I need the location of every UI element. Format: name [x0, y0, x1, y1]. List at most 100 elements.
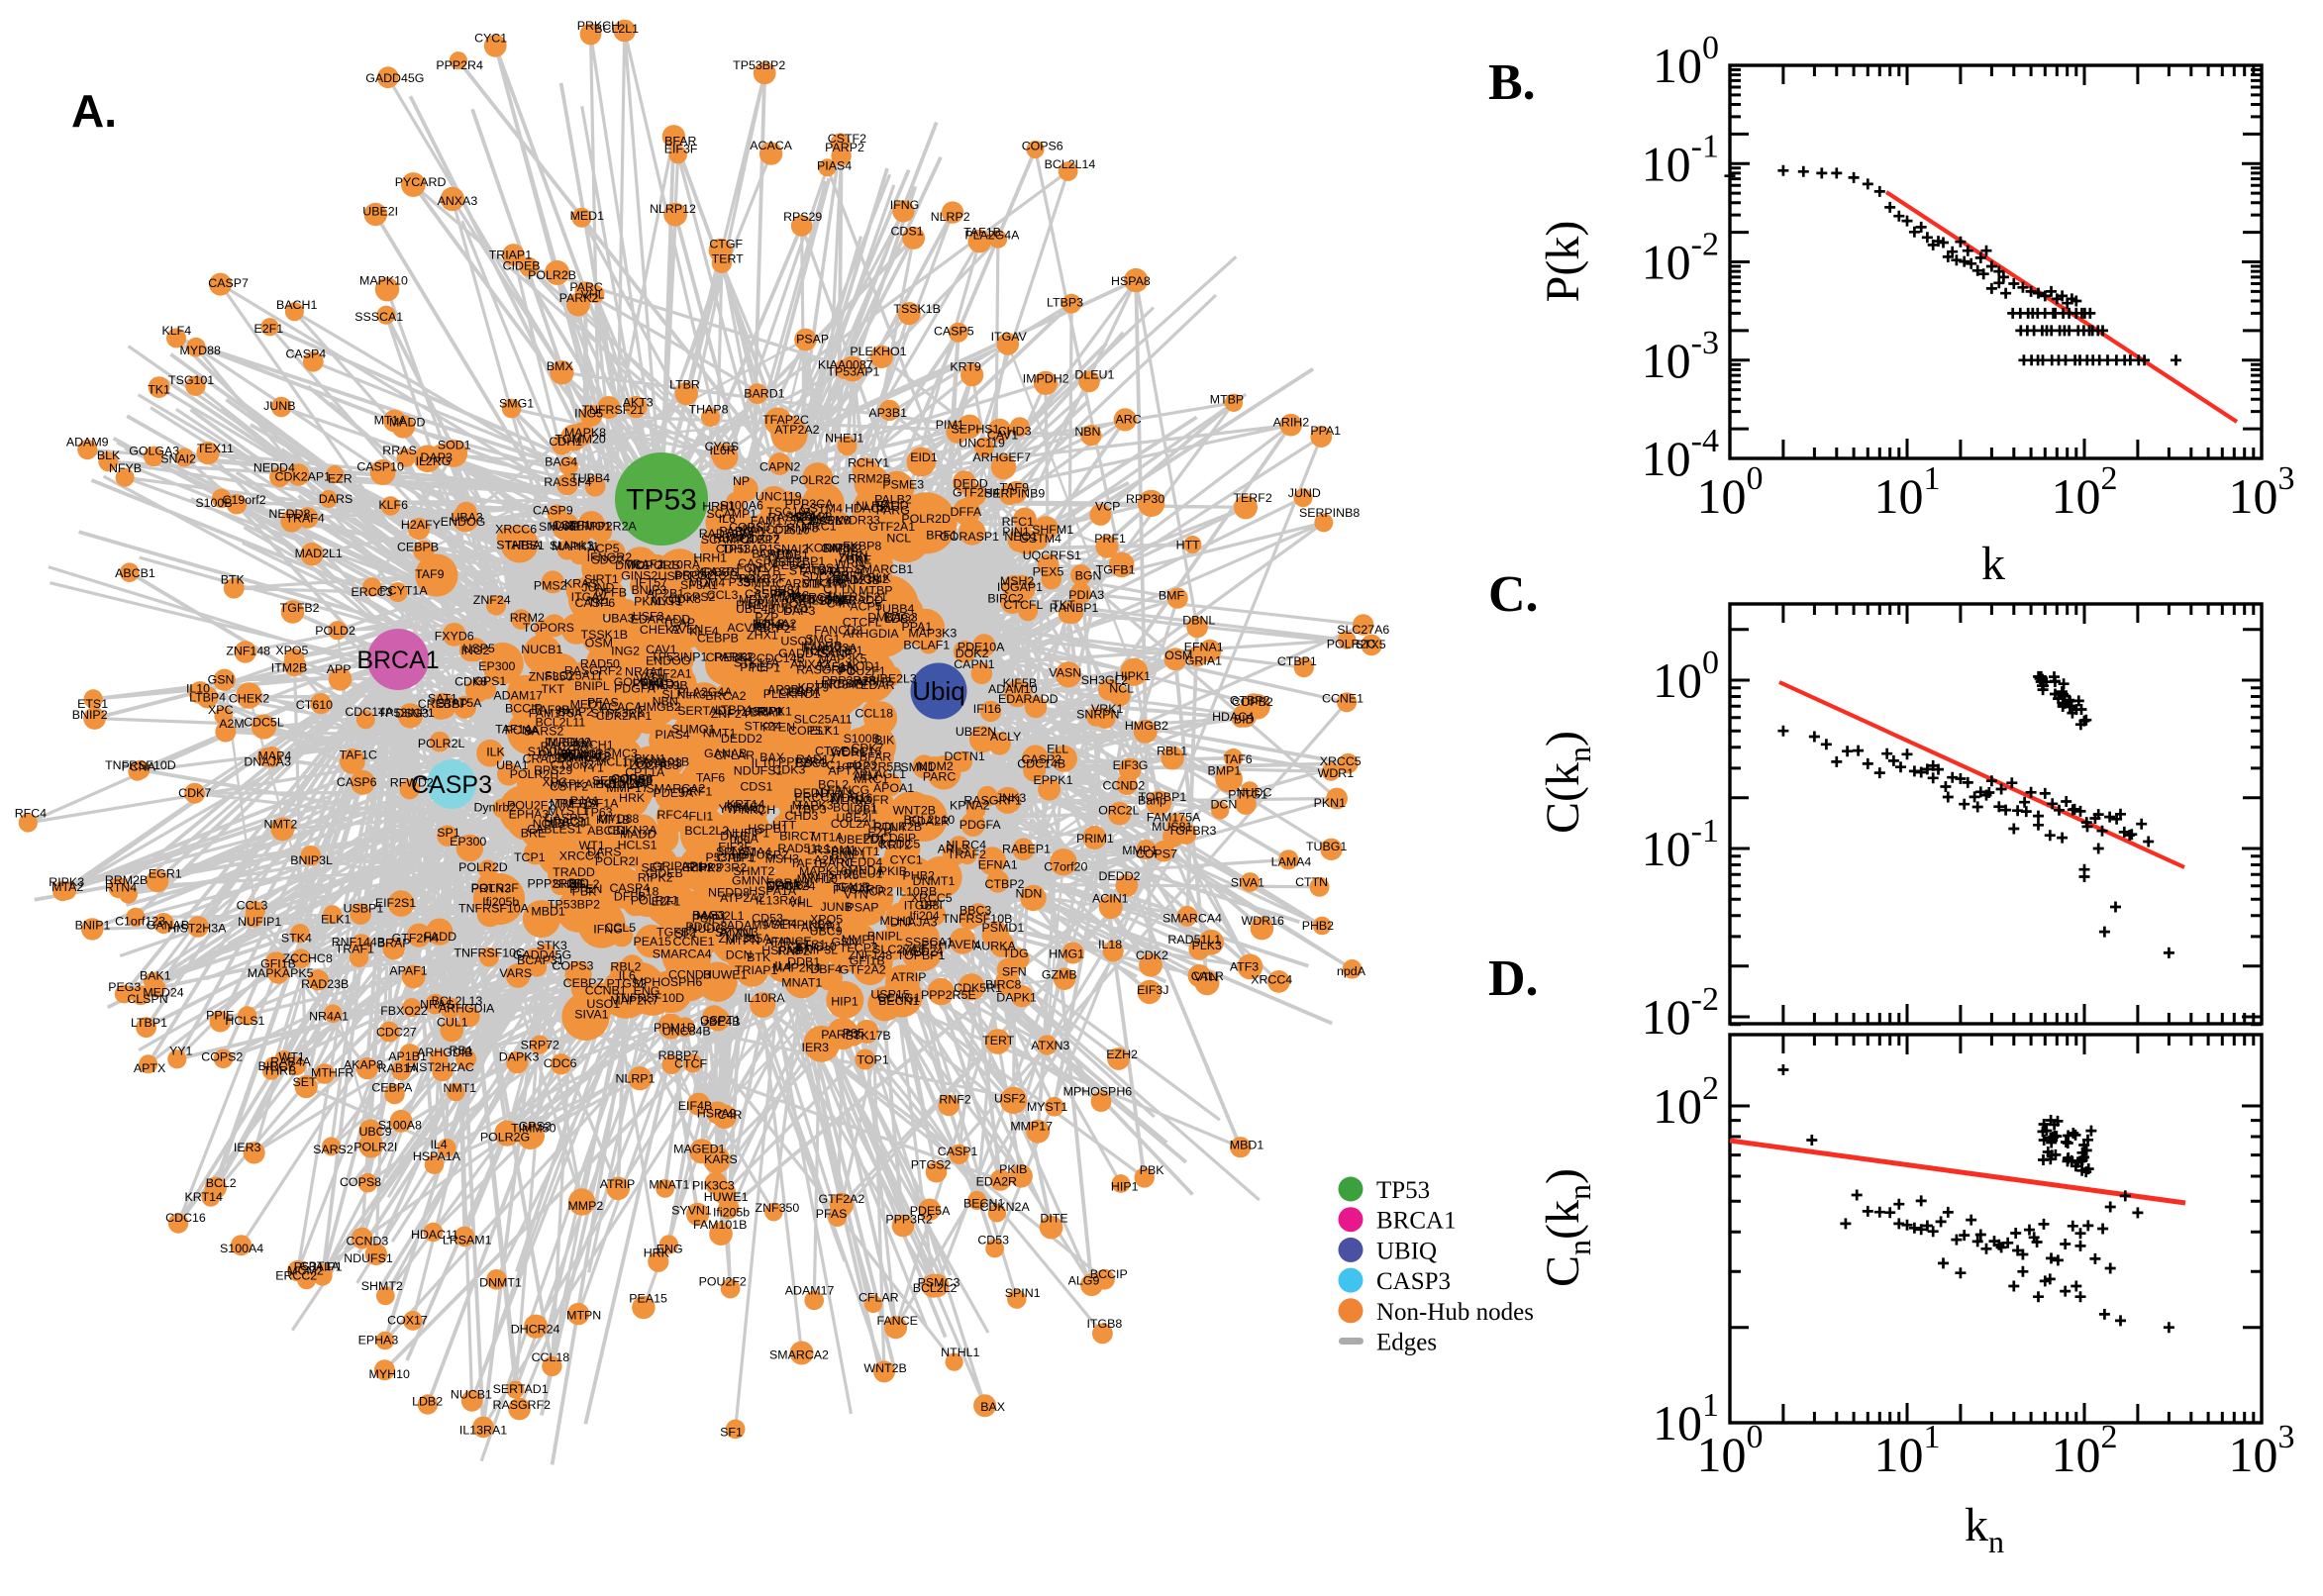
svg-text:C4R: C4R [718, 1108, 743, 1122]
svg-text:BAX: BAX [980, 1400, 1005, 1414]
svg-text:ARHGDIA: ARHGDIA [843, 627, 899, 641]
svg-text:TNFRSF10A: TNFRSF10A [458, 901, 530, 915]
svg-text:HSPA8: HSPA8 [1111, 274, 1151, 288]
svg-text:PTGS2: PTGS2 [911, 1158, 952, 1172]
svg-text:RRM2B: RRM2B [105, 873, 148, 887]
svg-text:ELK1: ELK1 [321, 913, 351, 927]
svg-text:PBK: PBK [1140, 1163, 1165, 1177]
svg-text:IL13RA2: IL13RA2 [808, 594, 856, 608]
svg-text:RAD50: RAD50 [699, 527, 739, 541]
svg-text:CEBPB: CEBPB [397, 540, 439, 553]
svg-text:CDC27: CDC27 [376, 1025, 417, 1039]
svg-text:RCHY1: RCHY1 [848, 456, 889, 470]
svg-text:HDAC4: HDAC4 [1212, 710, 1254, 724]
svg-text:SYVN1: SYVN1 [671, 1203, 712, 1217]
svg-text:SRP72: SRP72 [521, 1038, 559, 1051]
svg-text:COL2A1: COL2A1 [831, 817, 878, 831]
svg-text:CALR: CALR [1191, 969, 1224, 983]
svg-text:KLF6: KLF6 [378, 498, 408, 512]
svg-text:WDR1: WDR1 [1318, 766, 1355, 780]
svg-text:10-1: 10-1 [1642, 813, 1719, 876]
svg-text:DPT: DPT [920, 898, 945, 912]
svg-text:POLR2D: POLR2D [458, 860, 508, 874]
svg-text:PARG: PARG [876, 504, 910, 518]
svg-text:CDS1: CDS1 [740, 779, 772, 793]
svg-text:DAP3: DAP3 [783, 604, 815, 618]
svg-text:FANCE: FANCE [877, 1314, 918, 1328]
svg-text:PPP2R5E: PPP2R5E [921, 988, 976, 1002]
svg-text:BMX: BMX [547, 359, 573, 373]
svg-text:TAF1A: TAF1A [495, 723, 533, 737]
svg-text:TOP1: TOP1 [858, 1053, 889, 1067]
svg-text:ATRIP: ATRIP [891, 970, 927, 984]
svg-text:SARS2: SARS2 [313, 1143, 354, 1156]
svg-text:BFAR: BFAR [664, 135, 696, 149]
svg-text:ADAM9: ADAM9 [727, 918, 769, 932]
svg-text:ATP2A2: ATP2A2 [720, 891, 764, 905]
svg-text:HIP1: HIP1 [1111, 1180, 1139, 1194]
svg-text:PARC: PARC [569, 280, 603, 294]
svg-text:EFNA1: EFNA1 [1184, 640, 1224, 653]
svg-text:CUL1: CUL1 [437, 1015, 468, 1029]
svg-text:FAM101B: FAM101B [693, 1218, 747, 1232]
svg-text:SLC27A6: SLC27A6 [1337, 623, 1389, 637]
svg-text:PHB2: PHB2 [1302, 919, 1334, 933]
svg-text:GANAB: GANAB [704, 747, 747, 760]
svg-text:NUCB1: NUCB1 [521, 643, 562, 656]
svg-text:CASP1: CASP1 [938, 1145, 978, 1158]
svg-text:10-3: 10-3 [1642, 325, 1719, 388]
svg-text:TAF6: TAF6 [1223, 752, 1252, 766]
svg-text:CDC16: CDC16 [165, 1211, 206, 1225]
svg-text:COPS8: COPS8 [340, 1175, 381, 1189]
svg-text:S100B: S100B [195, 496, 232, 510]
svg-text:RIPK1: RIPK1 [757, 705, 792, 719]
svg-text:BRE: BRE [521, 827, 546, 841]
svg-text:DCN: DCN [1210, 798, 1237, 812]
svg-text:POU2F2: POU2F2 [699, 1275, 747, 1289]
svg-text:SMARCA4: SMARCA4 [1162, 912, 1222, 926]
svg-text:EIF4A2: EIF4A2 [756, 617, 796, 631]
svg-text:TK1: TK1 [148, 383, 170, 397]
svg-text:TOPORS: TOPORS [523, 621, 574, 635]
svg-text:CAV1: CAV1 [646, 643, 677, 656]
svg-text:TSG101: TSG101 [168, 373, 214, 387]
svg-text:SDC2: SDC2 [802, 570, 835, 584]
svg-text:BNIP1: BNIP1 [75, 919, 111, 933]
svg-text:EP300: EP300 [478, 659, 515, 673]
svg-text:ADAM17: ADAM17 [493, 688, 543, 702]
svg-text:CEBPZ: CEBPZ [563, 976, 605, 990]
svg-text:GMNN: GMNN [732, 874, 769, 888]
svg-text:GSN: GSN [208, 673, 235, 687]
svg-text:VCP: VCP [1095, 499, 1120, 513]
svg-text:RPP30: RPP30 [1126, 492, 1164, 506]
svg-text:IL10RA: IL10RA [744, 991, 785, 1005]
svg-text:SFN: SFN [1002, 964, 1027, 978]
svg-text:ZNF148: ZNF148 [226, 645, 270, 658]
svg-text:PFAS: PFAS [816, 1207, 848, 1221]
svg-text:CDH1: CDH1 [549, 435, 582, 449]
svg-text:CTGF: CTGF [709, 237, 743, 250]
svg-text:SHMT2: SHMT2 [361, 1279, 403, 1293]
svg-text:NEDD8: NEDD8 [268, 507, 310, 521]
svg-text:JUND: JUND [1288, 486, 1321, 500]
svg-text:EIF3G: EIF3G [1113, 758, 1149, 772]
svg-text:SLC27A6: SLC27A6 [872, 943, 925, 956]
svg-text:LAMA4: LAMA4 [1271, 854, 1312, 868]
svg-text:BTK: BTK [747, 950, 771, 964]
svg-text:ATRIP: ATRIP [600, 1177, 636, 1191]
svg-text:PARP2: PARP2 [825, 141, 864, 154]
svg-text:RRAS: RRAS [382, 444, 416, 457]
svg-text:CT610: CT610 [296, 698, 333, 712]
svg-text:NLRP2: NLRP2 [931, 210, 970, 224]
svg-text:XRCC4: XRCC4 [1251, 972, 1292, 986]
svg-text:PHB2: PHB2 [903, 869, 935, 883]
svg-text:RBBP7: RBBP7 [828, 676, 868, 690]
svg-text:CDK7: CDK7 [178, 786, 211, 800]
svg-text:YWHAQ: YWHAQ [719, 802, 765, 816]
svg-text:C4R: C4R [827, 597, 852, 611]
svg-text:FANCD2: FANCD2 [814, 624, 862, 638]
svg-text:MMP17: MMP17 [1010, 1120, 1053, 1134]
svg-text:TNFRSF21: TNFRSF21 [581, 403, 644, 417]
svg-text:MTBP: MTBP [1210, 393, 1244, 407]
svg-text:BCL2L14: BCL2L14 [1045, 157, 1096, 171]
